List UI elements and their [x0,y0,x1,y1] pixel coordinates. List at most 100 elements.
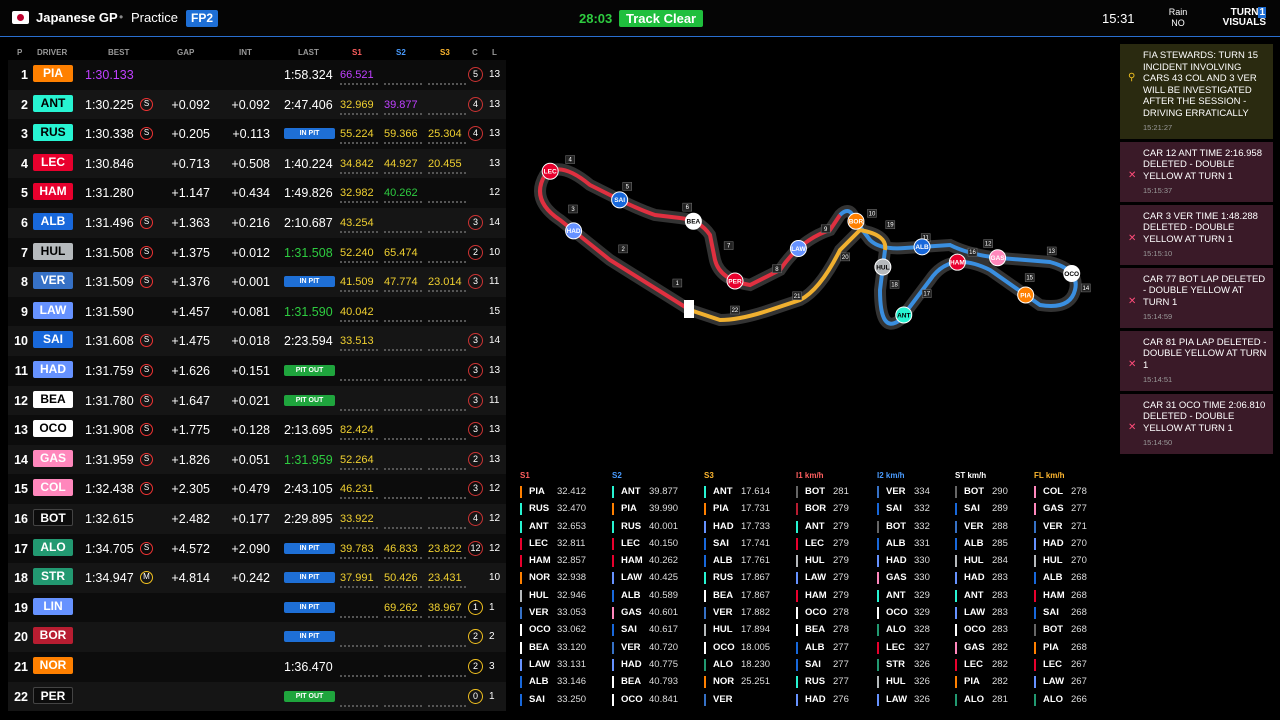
car-marker[interactable]: SAI [611,191,629,209]
turn-number: 12 [983,239,993,248]
speed-table-row: RUS 277 [796,673,886,690]
driver-code: ALO [1043,693,1064,705]
sector3-time: 38.967 [428,601,462,614]
driver-row[interactable]: 3 RUS 1:30.338 S +0.205 +0.113 IN PIT 55.224… [8,119,506,149]
speed-table-row: SAI 277 [796,656,886,673]
driver-row[interactable]: 9 LAW 1:31.590 +1.457 +0.081 1:31.590 40.04… [8,296,506,327]
driver-code: SAI [886,503,902,515]
speed-table-row: HAD 283 [955,569,1045,586]
turn-number: 18 [889,280,900,289]
car-code: HAD [567,228,581,235]
driver-row[interactable]: 6 ALB 1:31.496 S +1.363 +0.216 2:10.687 43.2… [8,208,506,238]
driver-row[interactable]: 10 SAI 1:31.608 S +1.475 +0.018 2:23.594 33.… [8,326,506,356]
car-marker[interactable]: BEA [684,212,702,230]
stint-count-icon: 3 [468,274,483,290]
driver-row[interactable]: 12 BEA 1:31.780 S +1.647 +0.021 PIT OUT 3 11 [8,385,506,416]
car-code: LEC [544,169,557,176]
car-marker[interactable]: BOR [847,212,865,230]
value: 279 [833,520,849,532]
turn-number: 5 [622,182,633,191]
interval: +0.508 [231,156,270,171]
value: 284 [992,555,1008,567]
value: 268 [1071,572,1087,584]
turn-number: 20 [840,252,851,262]
interval: +0.018 [231,334,270,349]
driver-row[interactable]: 17 ALO 1:34.705 S +4.572 +2.090 IN PIT 39.78… [8,533,506,564]
interval: +0.177 [231,512,270,526]
speed-table-row: HAM 268 [1034,587,1124,604]
car-marker[interactable]: PIA [1017,286,1035,304]
driver-row[interactable]: 18 STR 1:34.947 M +4.814 +0.242 IN PIT 37.99… [8,563,506,593]
sector2-time: 39.877 [384,98,418,111]
speed-table-row: GAS 330 [877,569,967,586]
driver-row[interactable]: 2 ANT 1:30.225 S +0.092 +0.092 2:47.406 32.9… [8,89,506,120]
car-marker[interactable]: PER [726,272,744,290]
car-code: GAS [991,255,1006,262]
value: 17.894 [741,624,771,636]
driver-row[interactable]: 15 COL 1:32.438 S +2.305 +0.479 2:43.105 46.… [8,474,506,504]
sector1-minisectors [340,231,380,233]
last-lap: 1:49.826 [284,186,333,201]
gap: +1.147 [171,186,210,201]
car-marker[interactable]: ALB [913,238,931,256]
stint-count-icon: 4 [468,126,483,142]
race-control-message: ⚲ FIA STEWARDS: TURN 15 INCIDENT INVOLVIN… [1120,44,1273,139]
logo-word: TURN [1230,7,1259,18]
car-marker[interactable]: HUL [874,258,892,276]
car-marker[interactable]: LEC [541,162,559,180]
driver-row[interactable]: 4 LEC 1:30.846 +0.713 +0.508 1:40.224 34.84… [8,148,506,179]
speed-table-row: ANT 32.653 [520,518,610,535]
driver-row[interactable]: 1 PIA 1:30.133 1:58.324 66.521 5 13 [8,60,506,90]
last-lap: 1:31.590 [284,304,333,319]
car-marker[interactable]: HAD [565,222,583,240]
car-code: BOR [849,219,864,226]
speed-table-row: SAI 17.741 [704,535,794,552]
driver-row[interactable]: 7 HUL 1:31.508 S +1.375 +0.012 1:31.508 52.2… [8,237,506,268]
car-marker[interactable]: ANT [895,306,913,324]
value: 40.841 [649,693,679,705]
speed-table-row: OCO 283 [955,621,1045,638]
driver-row[interactable]: 11 HAD 1:31.759 S +1.626 +0.151 PIT OUT 3 13 [8,356,506,386]
car-code: HUL [876,264,889,271]
sector3-minisectors [428,527,468,529]
value: 332 [914,503,930,515]
driver-row[interactable]: 13 OCO 1:31.908 S +1.775 +0.128 2:13.695 82.… [8,415,506,445]
car-marker[interactable]: LAW [789,239,807,257]
value: 40.793 [649,676,679,688]
sector1-time: 43.254 [340,217,374,229]
tyre-compound-icon: S [140,482,153,496]
speed-table-row: VER [704,691,794,708]
col-header-l: L [492,48,497,57]
car-marker[interactable]: HAM [948,253,966,271]
sector1-time: 40.042 [340,305,374,318]
driver-row[interactable]: 14 GAS 1:31.959 S +1.826 +0.051 1:31.959 52.… [8,444,506,475]
sector3-time: 23.822 [428,542,462,555]
speed-table-row: GAS 282 [955,639,1045,656]
driver-code: VER [964,520,984,532]
speed-table-row: ALB 17.761 [704,552,794,569]
driver-row[interactable]: 16 BOT 1:32.615 +2.482 +0.177 2:29.895 33.9… [8,504,506,534]
driver-code: PIA [964,676,980,688]
driver-row[interactable]: 5 HAM 1:31.280 +1.147 +0.434 1:49.826 32.98… [8,178,506,208]
driver-code: LEC [886,641,905,653]
driver-code: VER [621,641,641,653]
turn-label: 8 [775,267,779,273]
sector1-minisectors [340,497,380,500]
gap: +4.814 [171,571,210,586]
car-marker[interactable]: GAS [989,249,1007,267]
speed-table-row: ANT 329 [877,587,967,604]
speed-table-row: LAW 279 [796,569,886,586]
value: 17.614 [741,486,771,497]
driver-row[interactable]: 8 VER 1:31.509 S +1.376 +0.001 IN PIT 41.509… [8,267,506,297]
driver-code: BOT [805,486,826,497]
driver-code: HAD [33,361,73,378]
value: 40.589 [649,589,679,601]
lap-count: 1 [489,690,495,702]
sector1-time: 33.513 [340,335,374,348]
car-marker[interactable]: OCO [1063,265,1081,283]
best-lap: 1:31.759 [85,364,134,378]
